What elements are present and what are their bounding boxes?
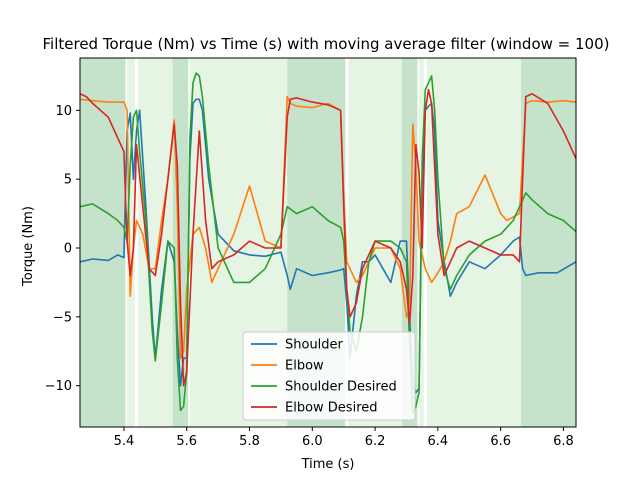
x-tick-label: 6.0 (302, 434, 323, 449)
x-tick-label: 6.8 (553, 434, 574, 449)
y-tick-label: 5 (64, 173, 72, 188)
legend-label: Elbow (285, 359, 324, 374)
x-axis: 5.4 5.6 5.8 6.0 6.2 6.4 6.6 6.8 (114, 427, 574, 449)
y-tick-label: 10 (55, 104, 72, 119)
series-lines (80, 72, 576, 414)
x-axis-label: Time (s) (301, 457, 355, 472)
chart-title: Filtered Torque (Nm) vs Time (s) with mo… (43, 35, 610, 53)
series-line-elbow (80, 95, 576, 359)
x-tick-label: 6.6 (490, 434, 511, 449)
shaded-region-1 (127, 58, 135, 427)
legend-label: Elbow Desired (285, 401, 378, 416)
shaded-region-10 (521, 58, 576, 427)
y-tick-label: 0 (64, 242, 72, 257)
x-tick-label: 5.8 (239, 434, 260, 449)
legend-box (242, 331, 416, 421)
legend-label: Shoulder Desired (285, 380, 397, 395)
y-tick-label: −10 (45, 379, 72, 394)
x-tick-label: 5.6 (176, 434, 197, 449)
series-line-elbow-desired (80, 88, 576, 387)
legend-label: Shoulder (285, 338, 344, 353)
axes-frame (79, 57, 577, 428)
shaded-region-0 (80, 58, 126, 427)
y-axis: −10 −5 0 5 10 (45, 104, 80, 394)
x-tick-label: 6.4 (428, 434, 449, 449)
series-line-shoulder-desired (80, 72, 576, 414)
y-axis-label: Torque (Nm) (21, 206, 36, 287)
x-tick-label: 6.2 (365, 434, 386, 449)
x-tick-label: 5.4 (114, 434, 135, 449)
y-tick-label: −5 (53, 310, 72, 325)
legend: Shoulder Elbow Shoulder Desired Elbow Desir… (242, 331, 416, 421)
